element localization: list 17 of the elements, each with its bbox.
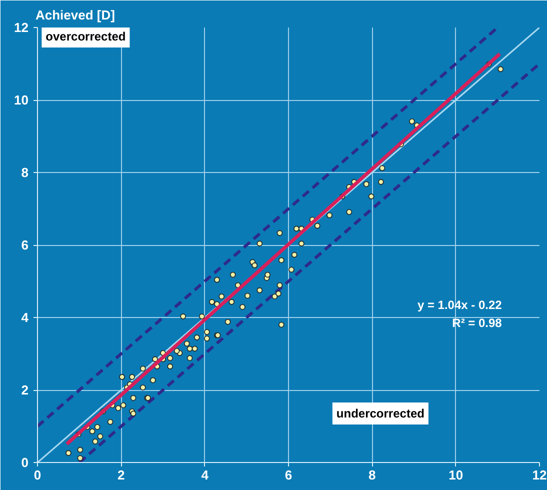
x-tick-label: 0 — [34, 468, 42, 482]
x-tick-label: 8 — [368, 468, 376, 482]
y-tick-label: 4 — [21, 310, 30, 325]
y-axis-title: Achieved [D] — [36, 8, 115, 22]
annotation: overcorrected — [46, 29, 126, 44]
x-tick-label: 12 — [532, 468, 547, 482]
y-tick-label: 10 — [14, 92, 29, 108]
y-tick-label: 12 — [14, 20, 29, 35]
y-tick-label: 8 — [21, 165, 29, 180]
x-tick-label: 4 — [201, 468, 210, 482]
y-tick-label: 0 — [21, 455, 29, 470]
annotation: undercorrected — [336, 406, 424, 420]
x-tick-label: 6 — [284, 468, 292, 482]
x-tick-label: 10 — [448, 468, 464, 482]
y-tick-label: 2 — [21, 382, 29, 398]
x-tick-label: 2 — [118, 468, 125, 482]
y-tick-label: 6 — [21, 238, 29, 252]
